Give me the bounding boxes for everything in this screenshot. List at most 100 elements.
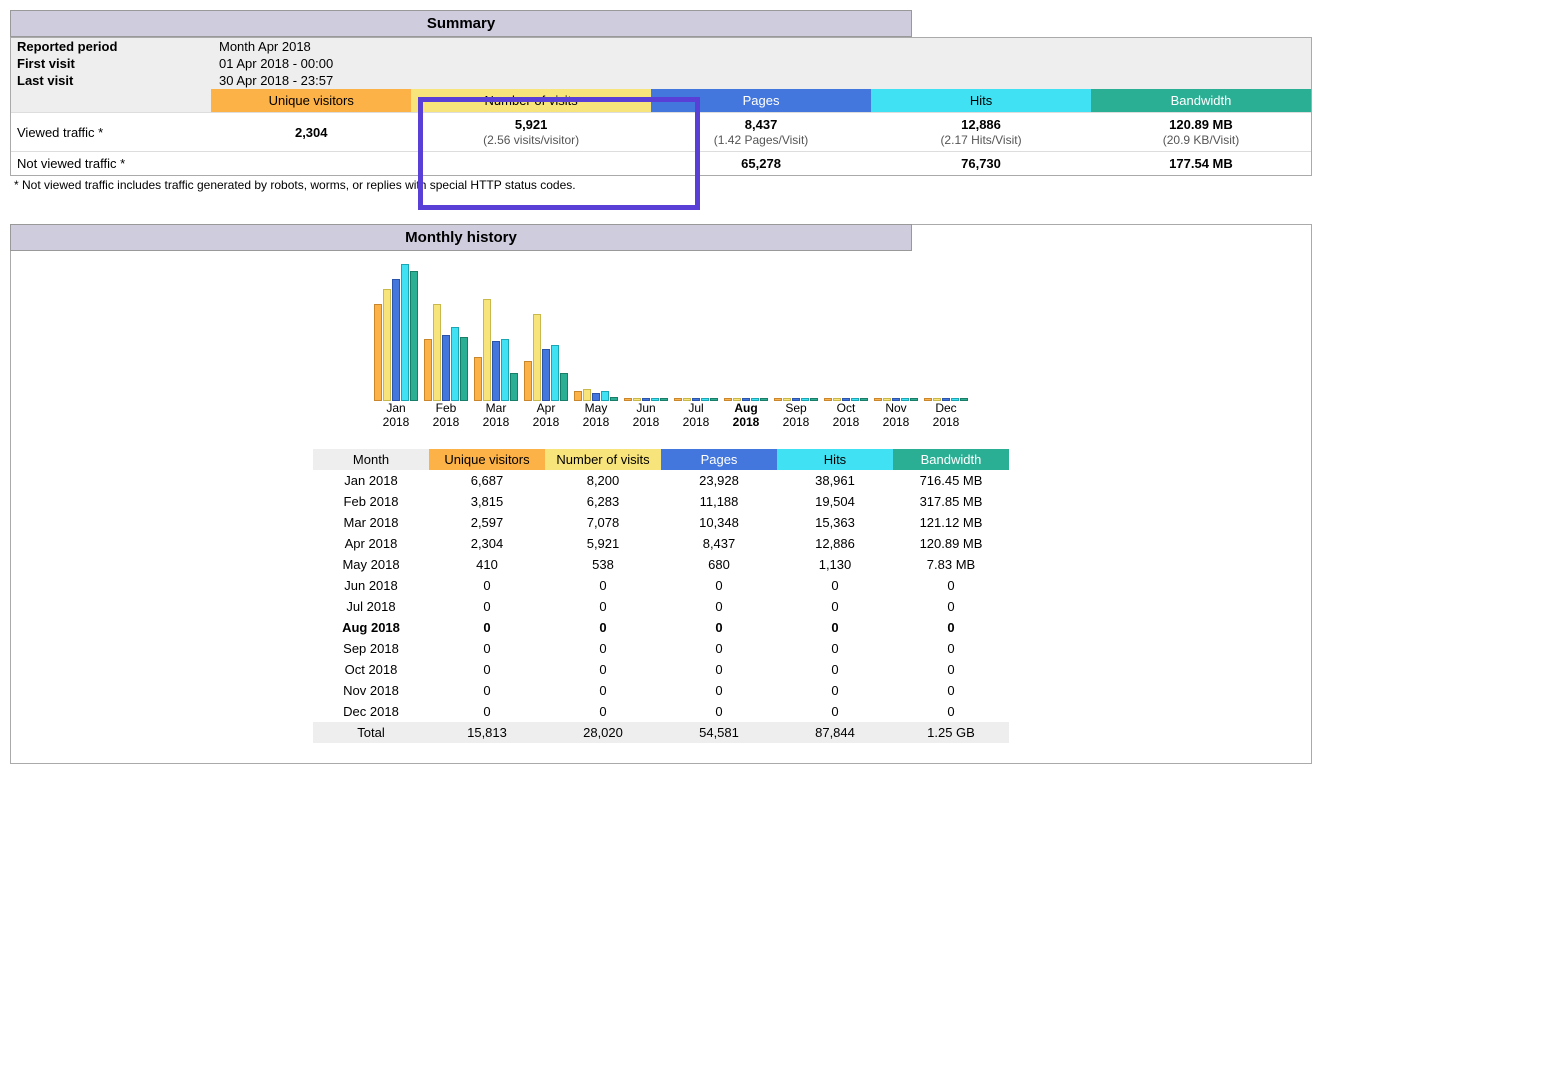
history-header-bw: Bandwidth (893, 449, 1009, 470)
viewed-nv-sub: (2.56 visits/visitor) (483, 133, 579, 147)
header-unique-visitors: Unique visitors (211, 89, 411, 113)
month-label-feb[interactable]: Feb2018 (421, 401, 471, 429)
history-cell-bw: 0 (893, 680, 1009, 701)
history-cell-bw: 0 (893, 638, 1009, 659)
history-total-bw: 1.25 GB (893, 722, 1009, 743)
bar-group-jan[interactable] (371, 264, 421, 401)
history-cell-bw: 0 (893, 617, 1009, 638)
bar-uv (374, 304, 382, 401)
bar-pg (542, 349, 550, 401)
header-number-of-visits: Number of visits (411, 89, 651, 113)
history-cell-nv: 6,283 (545, 491, 661, 512)
header-hits: Hits (871, 89, 1091, 113)
row-viewed-traffic: Viewed traffic * 2,304 5,921 (2.56 visit… (11, 113, 1311, 152)
history-cell-bw: 317.85 MB (893, 491, 1009, 512)
bar-pg (592, 393, 600, 401)
history-row: Oct 201800000 (313, 659, 1009, 680)
history-cell-bw: 0 (893, 701, 1009, 722)
summary-footnote: * Not viewed traffic includes traffic ge… (10, 176, 1312, 194)
history-header-hits: Hits (777, 449, 893, 470)
history-row: Apr 20182,3045,9218,43712,886120.89 MB (313, 533, 1009, 554)
value-last-visit: 30 Apr 2018 - 23:57 (213, 72, 1311, 89)
monthly-bar-chart (371, 261, 1311, 401)
history-row: Jun 201800000 (313, 575, 1009, 596)
history-cell-bw: 0 (893, 659, 1009, 680)
viewed-hits-sub: (2.17 Hits/Visit) (940, 133, 1021, 147)
bar-ht (501, 339, 509, 401)
bar-group-apr[interactable] (521, 314, 571, 401)
header-pages: Pages (651, 89, 871, 113)
history-cell-hits: 0 (777, 638, 893, 659)
bar-group-may[interactable] (571, 389, 621, 401)
month-label-nov[interactable]: Nov2018 (871, 401, 921, 429)
bar-pg (492, 341, 500, 401)
history-cell-month: Jul 2018 (313, 596, 429, 617)
history-cell-bw: 121.12 MB (893, 512, 1009, 533)
viewed-pages: 8,437 (745, 117, 778, 132)
month-label-jul[interactable]: Jul2018 (671, 401, 721, 429)
history-cell-month: Jan 2018 (313, 470, 429, 491)
summary-panel: Reported period Month Apr 2018 First vis… (10, 37, 1312, 176)
history-cell-bw: 0 (893, 575, 1009, 596)
history-cell-nv: 7,078 (545, 512, 661, 533)
history-cell-nv: 0 (545, 638, 661, 659)
notviewed-pages: 65,278 (741, 156, 781, 171)
history-cell-nv: 0 (545, 659, 661, 680)
label-last-visit: Last visit (11, 72, 213, 89)
history-cell-uv: 2,597 (429, 512, 545, 533)
month-label-dec[interactable]: Dec2018 (921, 401, 971, 429)
label-reported-period: Reported period (11, 38, 213, 55)
history-cell-uv: 410 (429, 554, 545, 575)
bar-uv (424, 339, 432, 401)
viewed-pages-sub: (1.42 Pages/Visit) (714, 133, 809, 147)
history-cell-uv: 0 (429, 659, 545, 680)
history-cell-hits: 0 (777, 596, 893, 617)
history-row: Feb 20183,8156,28311,18819,504317.85 MB (313, 491, 1009, 512)
month-label-mar[interactable]: Mar2018 (471, 401, 521, 429)
month-label-oct[interactable]: Oct2018 (821, 401, 871, 429)
history-cell-month: Jun 2018 (313, 575, 429, 596)
bar-nv (433, 304, 441, 401)
history-header-pages: Pages (661, 449, 777, 470)
bar-pg (392, 279, 400, 401)
history-cell-hits: 0 (777, 617, 893, 638)
history-row-total: Total15,81328,02054,58187,8441.25 GB (313, 722, 1009, 743)
notviewed-bw: 177.54 MB (1169, 156, 1233, 171)
history-header-month: Month (313, 449, 429, 470)
history-cell-pages: 0 (661, 701, 777, 722)
history-cell-month: Feb 2018 (313, 491, 429, 512)
month-label-sep[interactable]: Sep2018 (771, 401, 821, 429)
history-cell-nv: 0 (545, 596, 661, 617)
history-cell-hits: 12,886 (777, 533, 893, 554)
history-row: Dec 201800000 (313, 701, 1009, 722)
month-label-aug[interactable]: Aug2018 (721, 401, 771, 429)
month-label-apr[interactable]: Apr2018 (521, 401, 571, 429)
bar-group-mar[interactable] (471, 299, 521, 401)
viewed-bw-sub: (20.9 KB/Visit) (1163, 133, 1239, 147)
history-cell-uv: 0 (429, 596, 545, 617)
history-total-uv: 15,813 (429, 722, 545, 743)
history-cell-pages: 680 (661, 554, 777, 575)
history-cell-pages: 10,348 (661, 512, 777, 533)
history-cell-hits: 38,961 (777, 470, 893, 491)
month-label-may[interactable]: May2018 (571, 401, 621, 429)
history-total-label: Total (313, 722, 429, 743)
history-cell-bw: 7.83 MB (893, 554, 1009, 575)
history-cell-pages: 23,928 (661, 470, 777, 491)
month-label-jun[interactable]: Jun2018 (621, 401, 671, 429)
history-cell-month: Aug 2018 (313, 617, 429, 638)
bar-group-feb[interactable] (421, 304, 471, 401)
history-cell-nv: 538 (545, 554, 661, 575)
month-label-jan[interactable]: Jan2018 (371, 401, 421, 429)
history-row: Jul 201800000 (313, 596, 1009, 617)
bar-bw (460, 337, 468, 401)
bar-nv (383, 289, 391, 401)
history-total-hits: 87,844 (777, 722, 893, 743)
history-cell-month: Sep 2018 (313, 638, 429, 659)
viewed-hits: 12,886 (961, 117, 1001, 132)
label-first-visit: First visit (11, 55, 213, 72)
bar-pg (442, 335, 450, 401)
header-bandwidth: Bandwidth (1091, 89, 1311, 113)
history-cell-pages: 0 (661, 575, 777, 596)
history-row: Aug 201800000 (313, 617, 1009, 638)
